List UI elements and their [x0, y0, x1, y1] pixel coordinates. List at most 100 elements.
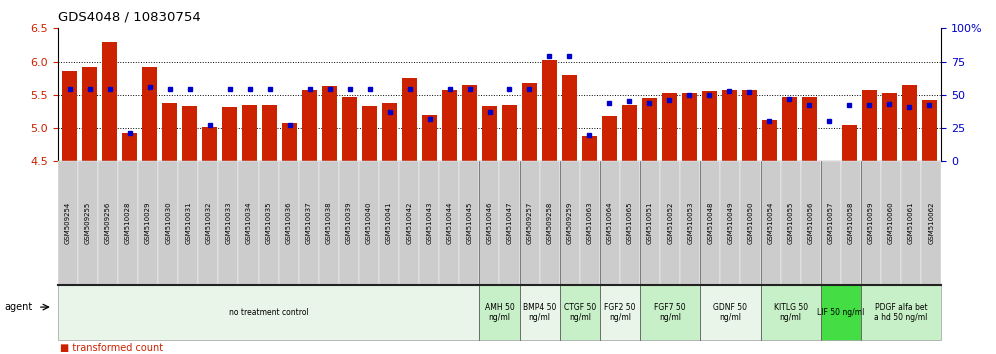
Text: GSM510038: GSM510038 — [326, 202, 332, 244]
Text: GSM510031: GSM510031 — [185, 202, 191, 244]
Text: GSM510044: GSM510044 — [446, 202, 452, 244]
Bar — [641, 98, 657, 161]
Bar — [123, 132, 137, 161]
Bar — [83, 67, 98, 161]
Text: GSM509256: GSM509256 — [105, 202, 111, 244]
Bar — [242, 105, 257, 161]
Bar — [222, 107, 237, 161]
Bar — [282, 122, 297, 161]
Text: GSM510065: GSM510065 — [627, 202, 633, 244]
Text: GSM509258: GSM509258 — [547, 202, 553, 244]
Text: GSM510049: GSM510049 — [727, 202, 733, 244]
Text: GSM510030: GSM510030 — [165, 202, 171, 244]
Bar — [842, 125, 857, 161]
Text: FGF2 50
ng/ml: FGF2 50 ng/ml — [605, 303, 635, 322]
Text: GSM510029: GSM510029 — [145, 202, 151, 244]
Text: GSM510037: GSM510037 — [306, 202, 312, 244]
Bar — [742, 90, 757, 161]
Text: GSM510062: GSM510062 — [928, 202, 934, 244]
Bar — [582, 136, 597, 161]
Text: GSM510036: GSM510036 — [286, 202, 292, 244]
Bar — [442, 90, 457, 161]
Text: ■ transformed count: ■ transformed count — [60, 343, 163, 353]
Text: GSM510043: GSM510043 — [426, 202, 432, 244]
Bar — [202, 127, 217, 161]
Bar — [602, 116, 617, 161]
Text: GSM510060: GSM510060 — [888, 202, 894, 244]
Text: agent: agent — [4, 302, 32, 312]
Text: LIF 50 ng/ml: LIF 50 ng/ml — [817, 308, 865, 317]
Bar — [722, 90, 737, 161]
Text: FGF7 50
ng/ml: FGF7 50 ng/ml — [654, 303, 686, 322]
Text: GSM510039: GSM510039 — [346, 202, 352, 244]
Bar — [322, 86, 337, 161]
Bar — [63, 72, 78, 161]
Text: GSM510056: GSM510056 — [808, 202, 814, 244]
Text: GSM510050: GSM510050 — [747, 202, 754, 244]
Bar — [881, 93, 896, 161]
Text: PDGF alfa bet
a hd 50 ng/ml: PDGF alfa bet a hd 50 ng/ml — [874, 303, 927, 322]
Bar — [682, 93, 697, 161]
Bar — [262, 105, 277, 161]
Bar — [402, 78, 417, 161]
Text: GSM510028: GSM510028 — [125, 202, 131, 244]
Bar — [382, 103, 397, 161]
Bar — [422, 115, 437, 161]
Text: GSM510034: GSM510034 — [245, 202, 252, 244]
Bar — [103, 42, 118, 161]
Text: GSM509254: GSM509254 — [65, 202, 71, 244]
Bar — [762, 120, 777, 161]
Bar — [662, 93, 677, 161]
Bar — [622, 105, 636, 161]
Text: GSM509255: GSM509255 — [85, 202, 91, 244]
Bar — [562, 75, 577, 161]
Bar — [921, 100, 936, 161]
Text: GSM510052: GSM510052 — [667, 202, 673, 244]
Text: GSM510032: GSM510032 — [205, 202, 211, 244]
Text: GSM510061: GSM510061 — [908, 202, 914, 244]
Text: AMH 50
ng/ml: AMH 50 ng/ml — [485, 303, 514, 322]
Text: GSM510054: GSM510054 — [768, 202, 774, 244]
Text: GSM510041: GSM510041 — [386, 202, 392, 244]
Bar — [363, 106, 377, 161]
Text: GSM510053: GSM510053 — [687, 202, 693, 244]
Bar — [542, 60, 557, 161]
Text: GSM510051: GSM510051 — [647, 202, 653, 244]
Bar — [802, 97, 817, 161]
Bar — [522, 84, 537, 161]
Bar — [901, 85, 916, 161]
Text: no treatment control: no treatment control — [229, 308, 309, 317]
Text: GDNF 50
ng/ml: GDNF 50 ng/ml — [713, 303, 747, 322]
Text: BMP4 50
ng/ml: BMP4 50 ng/ml — [523, 303, 557, 322]
Text: GDS4048 / 10830754: GDS4048 / 10830754 — [58, 11, 200, 24]
Text: GSM510063: GSM510063 — [587, 202, 593, 244]
Bar — [482, 106, 497, 161]
Bar — [702, 91, 717, 161]
Bar — [182, 106, 197, 161]
Text: GSM510046: GSM510046 — [486, 202, 492, 244]
Bar — [862, 90, 876, 161]
Text: GSM510058: GSM510058 — [848, 202, 854, 244]
Text: GSM510064: GSM510064 — [607, 202, 613, 244]
Text: GSM510047: GSM510047 — [507, 202, 513, 244]
Text: GSM509259: GSM509259 — [567, 202, 573, 244]
Text: KITLG 50
ng/ml: KITLG 50 ng/ml — [774, 303, 808, 322]
Bar — [462, 85, 477, 161]
Bar — [782, 97, 797, 161]
Text: GSM509257: GSM509257 — [527, 202, 533, 244]
Bar — [302, 90, 317, 161]
Text: GSM510040: GSM510040 — [366, 202, 372, 244]
Text: GSM510045: GSM510045 — [466, 202, 472, 244]
Text: CTGF 50
ng/ml: CTGF 50 ng/ml — [564, 303, 596, 322]
Text: GSM510059: GSM510059 — [868, 202, 873, 244]
Text: GSM510033: GSM510033 — [225, 202, 231, 244]
Text: GSM510057: GSM510057 — [828, 202, 834, 244]
Bar — [502, 105, 517, 161]
Text: GSM510055: GSM510055 — [788, 202, 794, 244]
Text: GSM510048: GSM510048 — [707, 202, 713, 244]
Bar — [342, 97, 358, 161]
Text: GSM510042: GSM510042 — [406, 202, 412, 244]
Bar — [142, 67, 157, 161]
Text: GSM510035: GSM510035 — [266, 202, 272, 244]
Bar — [162, 103, 177, 161]
